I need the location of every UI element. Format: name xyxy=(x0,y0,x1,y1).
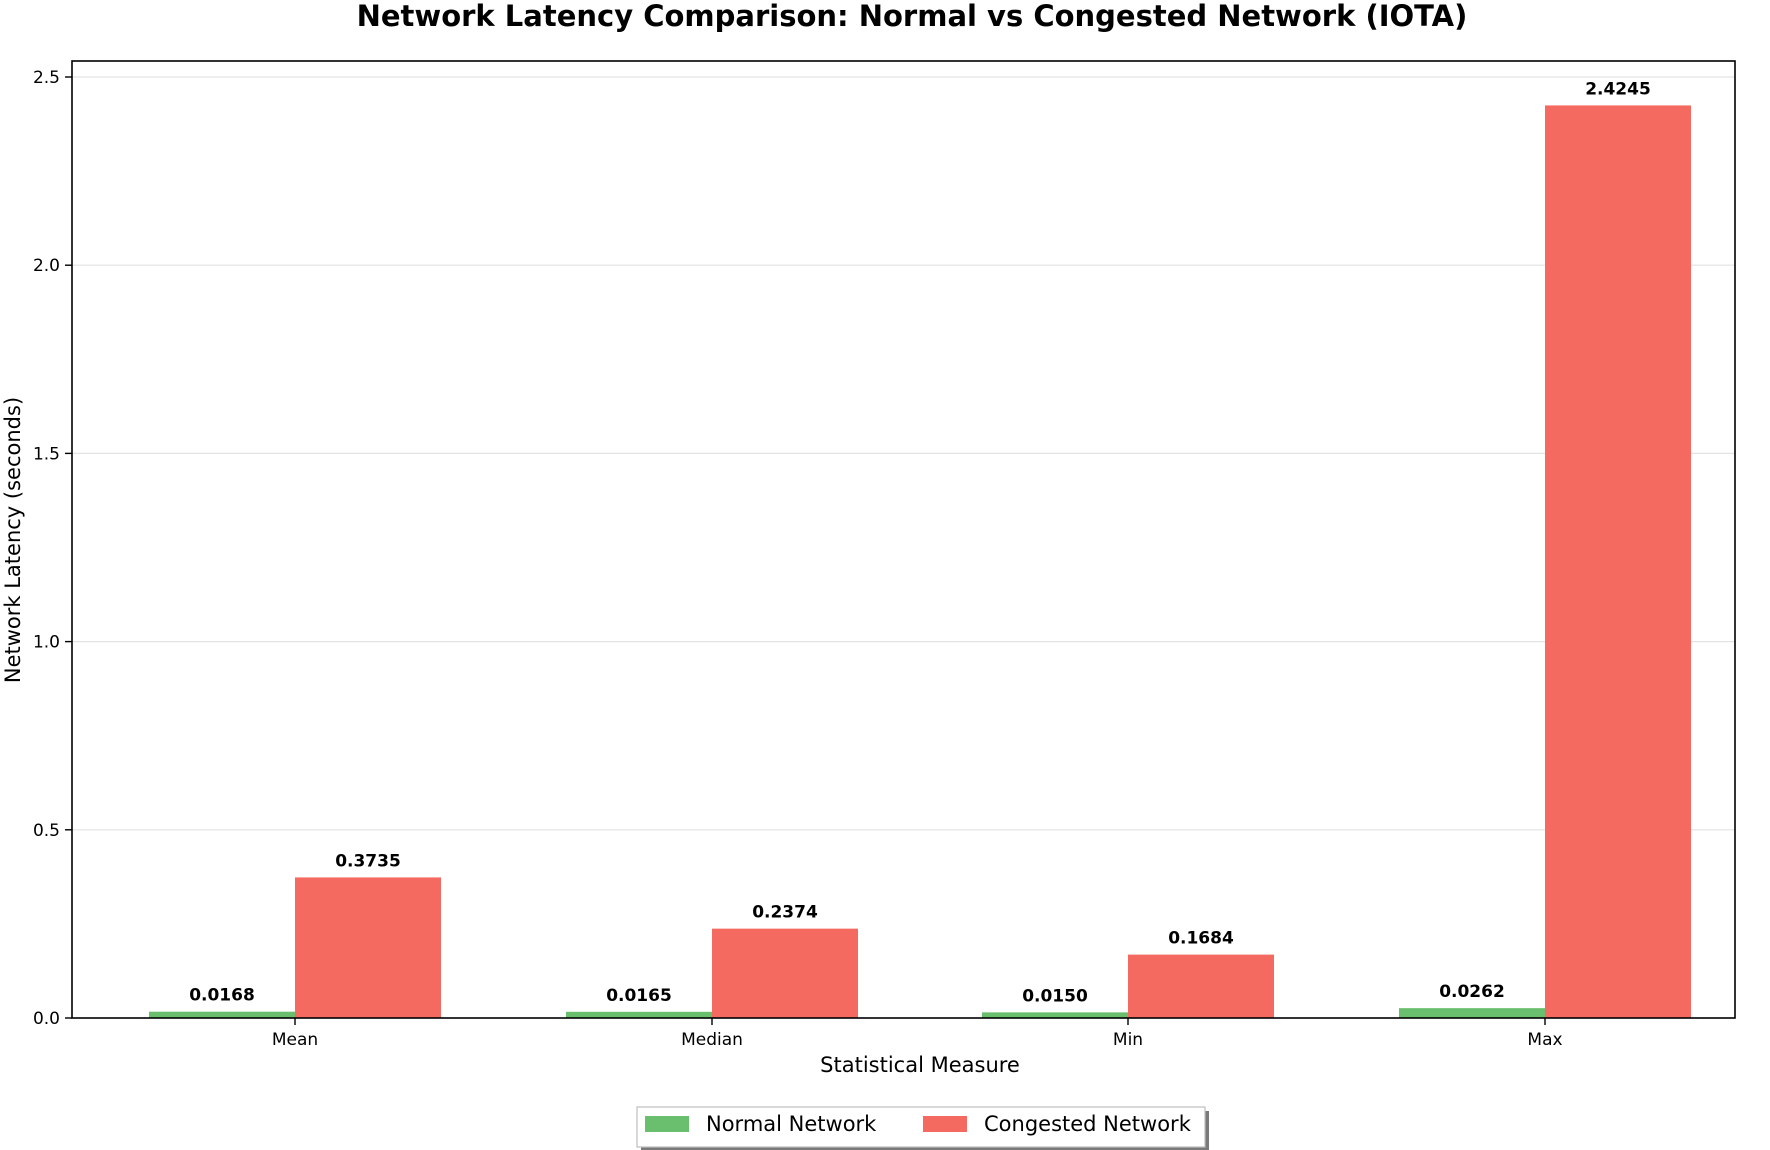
data-label-congested-network-median: 0.2374 xyxy=(752,903,818,923)
x-tick-label-median: Median xyxy=(681,1030,743,1050)
bar-congested-network-min xyxy=(1128,954,1274,1018)
x-tick-label-max: Max xyxy=(1527,1030,1562,1050)
data-label-normal-network-max: 0.0262 xyxy=(1439,982,1505,1002)
gridlines xyxy=(72,76,1735,831)
data-label-normal-network-min: 0.0150 xyxy=(1022,986,1088,1006)
bar-congested-network-median xyxy=(712,928,858,1018)
y-tick-label: 1.0 xyxy=(33,633,60,653)
bar-normal-network-median xyxy=(566,1011,712,1018)
legend-box xyxy=(636,1106,1206,1148)
bars xyxy=(149,105,1691,1018)
x-tick-label-min: Min xyxy=(1113,1030,1143,1050)
x-axis-label: Statistical Measure xyxy=(820,1053,1020,1077)
legend-label-normal-network: Normal Network xyxy=(706,1112,877,1136)
y-axis-ticks: 0.0 0.5 1.0 1.5 2.0 2.5 xyxy=(33,68,72,1029)
legend-swatch-congested-network xyxy=(923,1116,967,1132)
data-label-normal-network-median: 0.0165 xyxy=(606,986,672,1006)
y-axis-label: Network Latency (seconds) xyxy=(1,397,25,683)
data-label-congested-network-max: 2.4245 xyxy=(1585,79,1651,99)
y-tick-label: 0.0 xyxy=(33,1009,60,1029)
bar-congested-network-mean xyxy=(295,877,441,1018)
bar-normal-network-min xyxy=(982,1012,1128,1018)
bar-congested-network-max xyxy=(1545,105,1691,1018)
bar-normal-network-max xyxy=(1399,1008,1545,1018)
data-label-normal-network-mean: 0.0168 xyxy=(189,986,255,1006)
x-axis-ticks: Mean Median Min Max xyxy=(272,1018,1563,1050)
y-tick-label: 0.5 xyxy=(33,821,60,841)
chart-title: Network Latency Comparison: Normal vs Co… xyxy=(357,0,1468,33)
bar-normal-network-mean xyxy=(149,1011,295,1018)
data-label-congested-network-mean: 0.3735 xyxy=(335,851,401,871)
legend-swatch-normal-network xyxy=(645,1116,689,1132)
y-tick-label: 1.5 xyxy=(33,444,60,464)
data-labels: 0.0168 0.0165 0.0150 0.0262 0.3735 0.2374 0.16… xyxy=(189,79,1651,1006)
legend-label-congested-network: Congested Network xyxy=(984,1112,1192,1136)
plot-frame xyxy=(71,60,1736,1019)
legend: Normal Network Congested Network xyxy=(636,1106,1209,1150)
y-tick-label: 2.5 xyxy=(33,68,60,88)
x-tick-label-mean: Mean xyxy=(272,1030,318,1050)
y-tick-label: 2.0 xyxy=(33,256,60,276)
data-label-congested-network-min: 0.1684 xyxy=(1168,929,1234,949)
